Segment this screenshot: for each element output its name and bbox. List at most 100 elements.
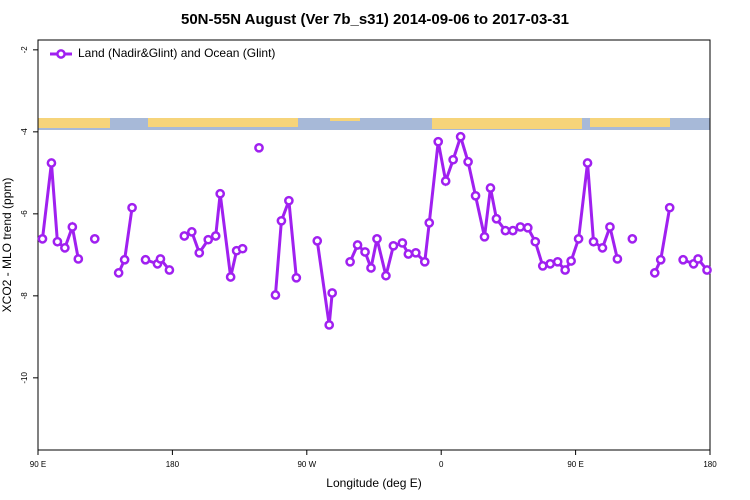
point xyxy=(291,272,302,283)
point xyxy=(508,225,518,236)
point xyxy=(140,254,151,265)
land-band xyxy=(330,118,360,121)
x-tick-label: 90 W xyxy=(297,460,316,469)
point xyxy=(560,265,570,275)
point xyxy=(225,272,236,282)
y-tick-label: -2 xyxy=(20,46,29,54)
point xyxy=(46,158,57,168)
point xyxy=(582,158,593,168)
plot-frame xyxy=(37,39,711,451)
x-tick-label: 180 xyxy=(703,460,717,469)
point xyxy=(552,256,563,267)
point xyxy=(573,234,584,244)
point xyxy=(500,225,511,236)
series-line xyxy=(273,200,298,296)
point xyxy=(312,236,323,246)
point xyxy=(37,234,48,244)
point xyxy=(270,290,281,300)
point xyxy=(203,234,214,245)
land-band xyxy=(432,118,582,129)
point xyxy=(485,183,496,193)
point xyxy=(89,234,100,244)
point xyxy=(284,195,294,206)
point xyxy=(360,247,370,257)
point xyxy=(455,131,466,142)
point xyxy=(424,218,435,228)
point xyxy=(664,202,675,213)
point xyxy=(649,268,660,278)
land-band xyxy=(590,118,670,127)
point xyxy=(67,222,78,232)
point xyxy=(410,247,421,258)
point xyxy=(479,231,490,242)
point xyxy=(588,236,599,247)
x-tick-label: 180 xyxy=(166,460,180,469)
point xyxy=(440,176,451,186)
point xyxy=(186,227,197,237)
point xyxy=(324,320,335,330)
point xyxy=(194,247,205,258)
point xyxy=(545,259,556,269)
series-line xyxy=(348,131,619,277)
point xyxy=(612,254,623,264)
point xyxy=(276,215,287,226)
point xyxy=(693,254,703,264)
point xyxy=(515,222,526,232)
y-axis-label: XCO2 - MLO trend (ppm) xyxy=(0,178,14,313)
series-line xyxy=(315,240,334,326)
point xyxy=(179,231,190,241)
point xyxy=(605,222,615,232)
point xyxy=(597,243,608,253)
x-tick-label: 90 E xyxy=(567,460,583,469)
point xyxy=(215,188,226,199)
point xyxy=(327,288,338,298)
point xyxy=(433,136,444,147)
point xyxy=(470,190,481,201)
point xyxy=(73,254,84,264)
y-tick-label: -10 xyxy=(20,372,29,384)
point xyxy=(60,243,70,253)
point xyxy=(627,234,638,244)
legend-label: Land (Nadir&Glint) and Ocean (Glint) xyxy=(78,46,275,60)
land-band xyxy=(38,118,110,128)
legend-marker xyxy=(56,49,66,59)
point xyxy=(119,254,130,265)
point xyxy=(366,263,376,273)
point xyxy=(678,254,688,265)
point xyxy=(491,213,502,224)
point xyxy=(52,236,63,247)
chart-title: 50N-55N August (Ver 7b_s31) 2014-09-06 t… xyxy=(181,11,569,28)
point xyxy=(463,156,473,167)
y-tick-label: -6 xyxy=(20,210,29,218)
point xyxy=(127,202,137,213)
point xyxy=(537,261,548,271)
point xyxy=(237,243,248,254)
point xyxy=(113,268,124,278)
point xyxy=(419,256,430,267)
point xyxy=(345,256,355,267)
point xyxy=(403,249,414,259)
point xyxy=(566,256,576,266)
x-axis-label: Longitude (deg E) xyxy=(326,476,421,490)
land-ocean-band xyxy=(38,118,710,130)
point xyxy=(372,234,382,244)
x-tick-label: 90 E xyxy=(30,460,46,469)
y-tick-label: -4 xyxy=(20,128,29,136)
x-tick-label: 0 xyxy=(439,460,444,469)
point xyxy=(702,265,712,275)
land-band xyxy=(148,118,298,127)
point xyxy=(254,142,264,153)
point xyxy=(164,265,175,275)
point xyxy=(448,154,458,165)
point xyxy=(352,240,363,250)
point xyxy=(155,254,166,264)
point xyxy=(397,238,408,248)
point xyxy=(530,236,541,247)
point xyxy=(655,254,666,265)
point xyxy=(388,240,399,251)
point xyxy=(381,270,391,281)
point xyxy=(210,231,221,241)
point xyxy=(522,222,533,233)
y-tick-label: -8 xyxy=(20,292,29,300)
